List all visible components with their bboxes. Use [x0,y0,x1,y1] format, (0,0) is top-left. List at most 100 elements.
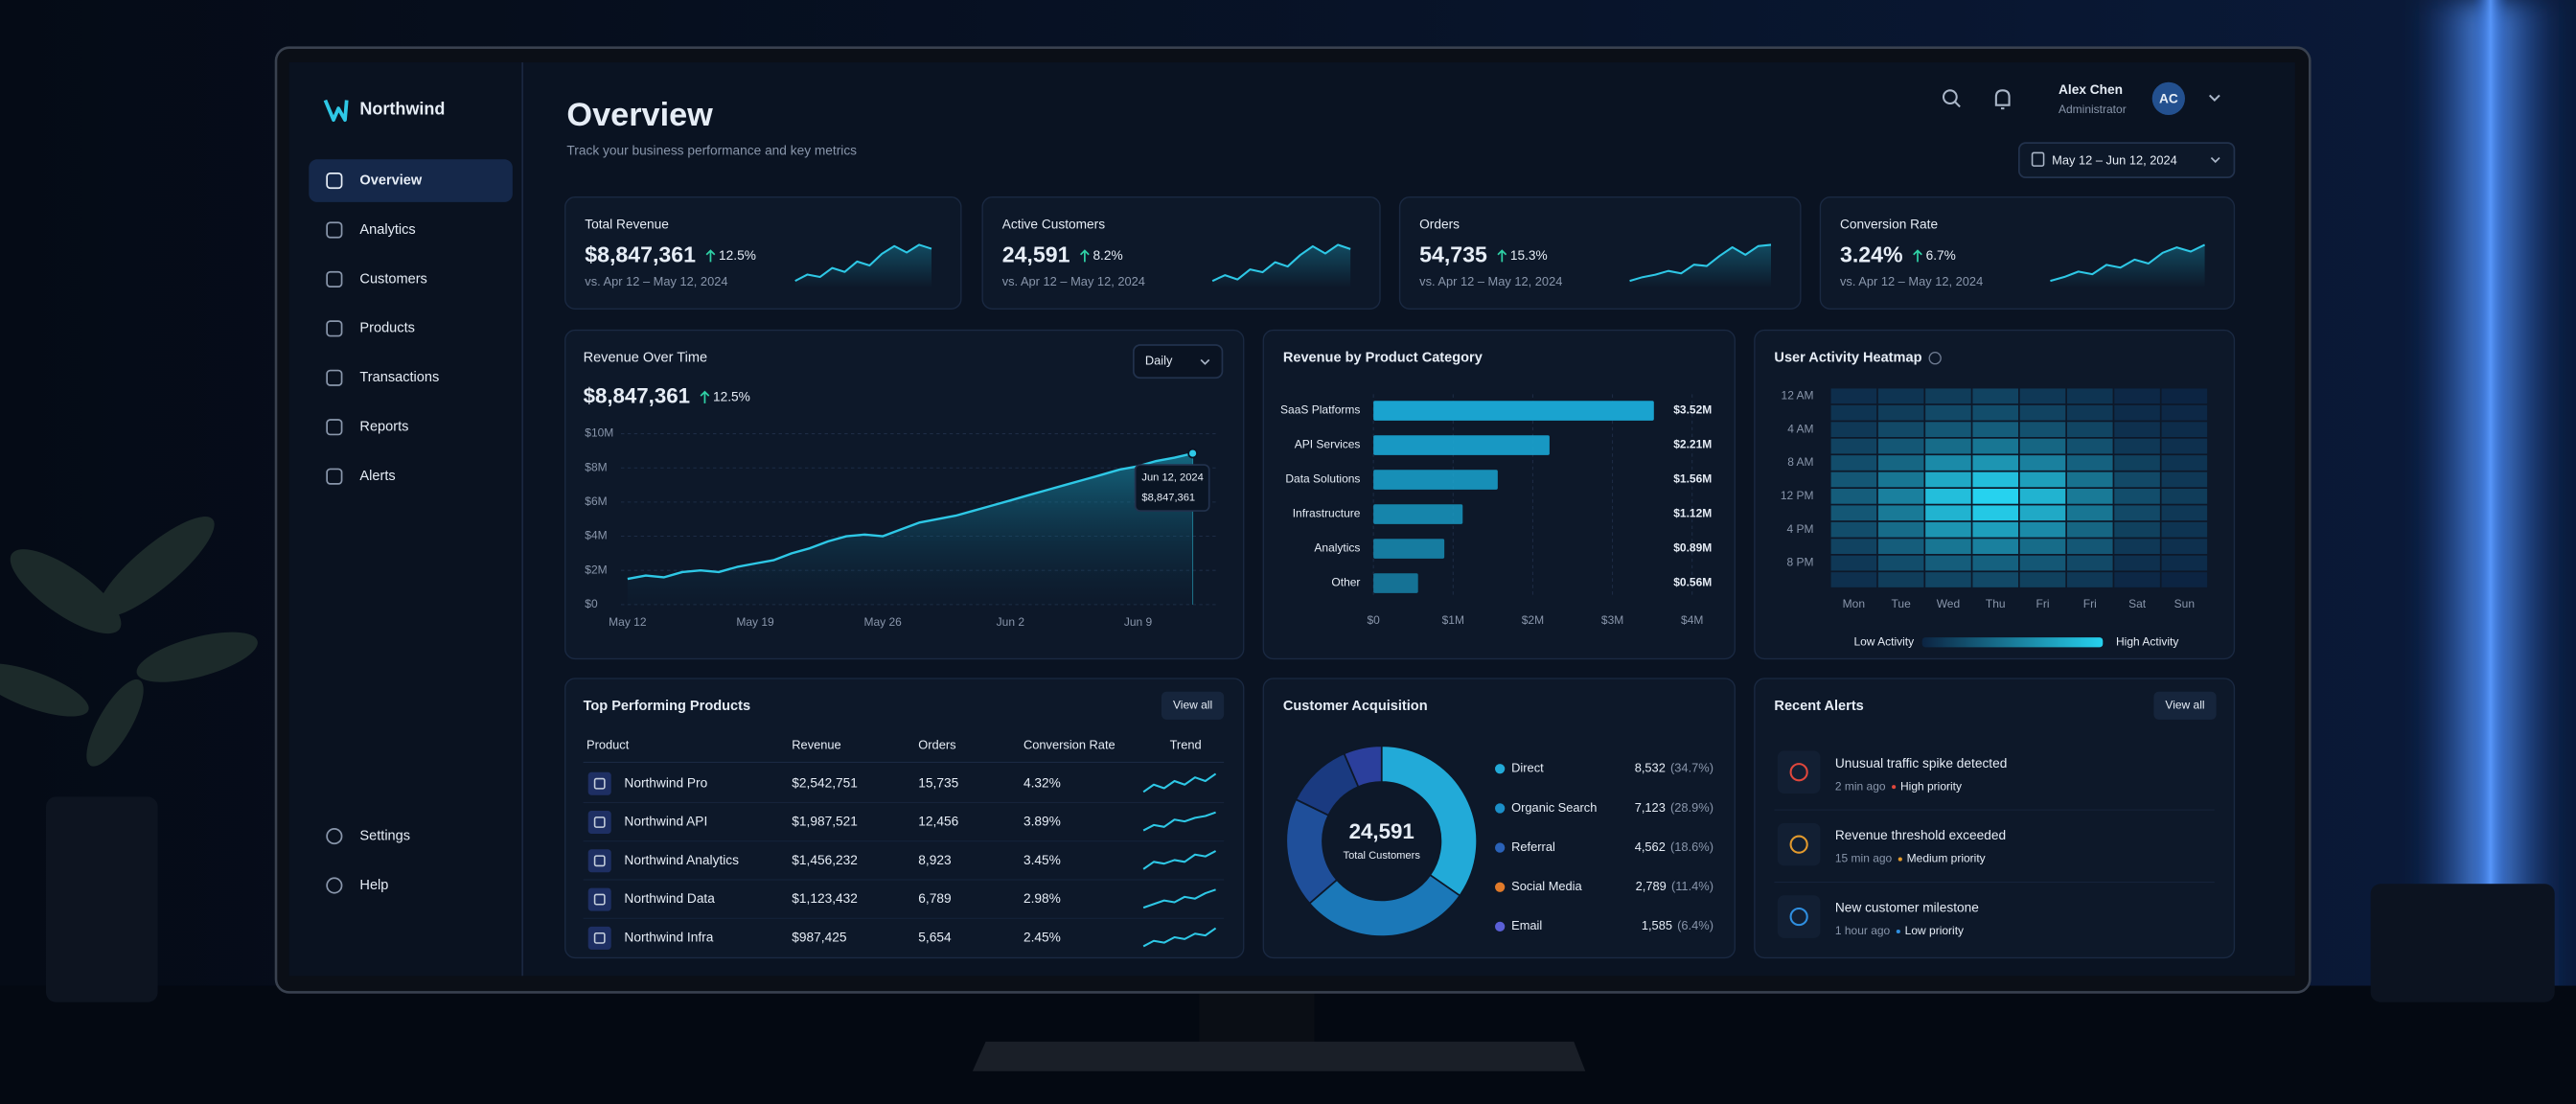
row-label: 4 AM [1787,422,1813,435]
view-all-label: View all [2165,698,2204,711]
calendar-icon [2031,151,2045,167]
chart-title: Customer Acquisition [1283,699,1428,714]
tooltip-value: $8,847,361 [1141,492,1195,503]
heat-cell [1877,572,1924,587]
cup [2370,884,2555,1002]
column-label: Tue [1892,597,1912,610]
x-tick-label: May 19 [736,615,774,629]
nav-item[interactable]: Settings [359,828,410,843]
nav-icon[interactable] [326,172,343,190]
nav-icon[interactable] [326,468,343,485]
heat-cell [2067,539,2113,554]
view-all-button[interactable] [2153,691,2217,720]
column-label: Sat [2128,597,2147,610]
period-select[interactable] [1133,344,1224,380]
product-orders: 12,456 [918,815,958,829]
donut-segment [1343,745,1383,789]
alert-priority: Medium priority [1907,852,1986,865]
nav-icon[interactable] [326,419,343,436]
product-orders: 6,789 [918,891,951,906]
legend-dot [1495,882,1506,892]
heat-cell [2067,505,2113,521]
heat-cell [1877,438,1924,454]
nav-icon[interactable] [326,828,343,845]
chart-change: 12.5% [713,389,750,403]
heat-cell [2114,555,2160,571]
heat-cell [2067,521,2113,538]
heat-cell [2161,489,2208,504]
heat-cell [1925,505,1971,521]
donut-center-value: 24,591 [1349,819,1414,843]
heat-cell [1972,521,2018,538]
heat-cell [2161,455,2208,471]
product-icon [587,771,611,795]
heat-cell [2067,404,2113,421]
column-header: Trend [1170,738,1202,752]
nav-item[interactable]: Transactions [359,370,439,385]
value-label: 8,532 [1635,761,1666,775]
search-button[interactable] [1942,89,1961,108]
table-card [564,678,1245,959]
nav-item[interactable]: Alerts [359,469,395,484]
nav-item[interactable]: Overview [359,172,422,188]
x-tick-label: $4M [1681,613,1703,627]
date-range-button[interactable] [2017,142,2236,178]
product-icon [587,849,611,873]
value-label: 7,123 [1635,800,1666,815]
category-label: API Services [1295,438,1361,451]
nav-item[interactable]: Customers [359,271,426,287]
nav-icon[interactable] [326,369,343,386]
heat-cell [1877,404,1924,421]
x-tick-label: May 12 [609,615,647,629]
nav-icon[interactable] [326,270,343,288]
nav-icon[interactable] [326,221,343,239]
donut-segment [1380,745,1478,897]
heat-cell [1877,422,1924,437]
user-menu-chevron[interactable] [2208,94,2220,103]
column-label: Fri [2036,597,2050,610]
heat-cell [1830,404,1877,421]
nav-item[interactable]: Reports [359,420,408,435]
nav-icon[interactable] [326,877,343,894]
percent-label: (34.7%) [1670,761,1714,775]
heat-cell [1830,555,1877,571]
up-arrow [1913,249,1922,263]
product-icon-glyph [593,893,606,906]
x-tick-label: $2M [1522,613,1544,627]
kpi-change: 6.7% [1926,248,1956,263]
nav-icon[interactable] [326,320,343,337]
nav-item[interactable]: Help [359,878,388,893]
heat-cell [1877,521,1924,538]
product-icon-glyph [593,932,606,944]
heat-cell [2067,422,2113,437]
column-label: Thu [1986,597,2006,610]
heat-cell [2114,472,2160,488]
view-all-button[interactable] [1162,691,1225,720]
hover-point [1187,448,1198,459]
percent-label: (18.6%) [1670,840,1714,854]
nav-item[interactable]: Analytics [359,222,415,238]
legend-label: Direct [1511,761,1544,775]
product-conversion: 4.32% [1024,775,1061,790]
y-tick-label: $0 [585,597,598,610]
kpi-value: 54,735 [1419,242,1487,267]
nav-item[interactable]: Products [359,321,414,336]
heat-cell [2114,388,2160,404]
y-tick-label: $4M [585,529,607,542]
value-label: $0.89M [1673,541,1712,555]
info-icon[interactable] [1928,352,1942,365]
column-header: Revenue [792,738,840,752]
avatar[interactable] [2151,81,2185,115]
notifications-button[interactable] [1994,89,2011,110]
sparkline [1142,888,1216,909]
sparkline [2050,243,2206,283]
heat-cell [1972,455,2018,471]
bar [1373,573,1418,593]
kpi-title: Total Revenue [585,217,669,231]
bar [1373,401,1654,421]
kpi-title: Orders [1419,217,1460,231]
alert-icon [1789,835,1808,854]
period-chevron [1200,358,1210,365]
column-header: Conversion Rate [1024,738,1116,752]
